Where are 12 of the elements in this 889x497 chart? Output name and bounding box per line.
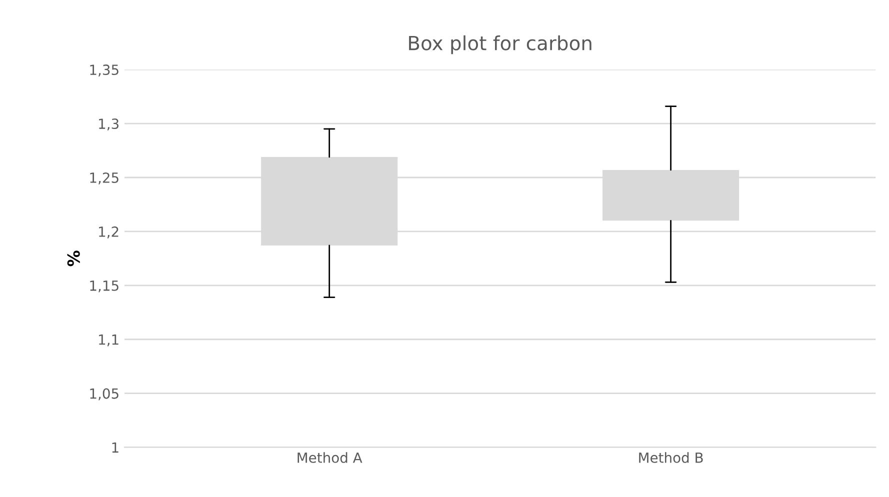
- y-axis-title: %: [67, 250, 80, 266]
- y-tick-label: 1,2: [99, 226, 118, 238]
- y-tick-label: 1,35: [90, 64, 118, 76]
- y-tick-label: 1: [112, 442, 118, 453]
- y-tick-label: 1,15: [90, 280, 118, 292]
- y-tick-label: 1,1: [99, 334, 118, 346]
- y-tick-label: 1,25: [90, 172, 118, 184]
- chart-title: Box plot for carbon: [409, 35, 592, 54]
- y-tick-label: 1,3: [99, 118, 118, 130]
- x-tick-label: Method A: [298, 452, 362, 463]
- y-tick-label: 1,05: [90, 388, 118, 400]
- x-tick-label: Method B: [639, 452, 703, 463]
